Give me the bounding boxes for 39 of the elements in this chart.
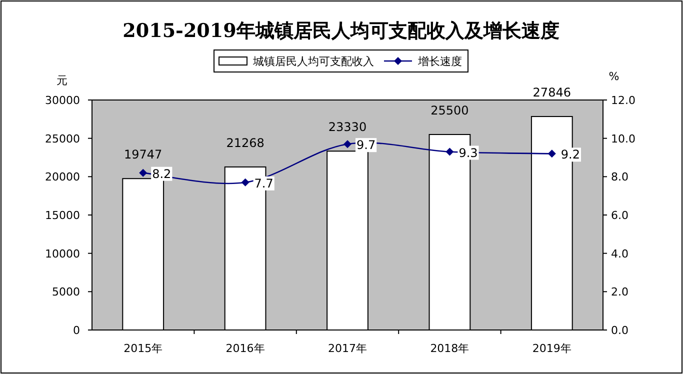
y2-tick-label: 0.0 [611,324,628,337]
y-tick-label: 15000 [45,209,80,222]
point [548,150,556,158]
x-tick-label: 2016年 [226,342,265,355]
point [344,140,352,148]
data-label: 19747 [124,148,162,162]
y-axis-title: 元 [56,74,68,87]
y2-tick-label: 10.0 [611,132,636,146]
y2-tick-label: 12.0 [611,94,636,107]
y2-tick-label: 4.0 [611,247,628,260]
y-tick-label: 0 [73,324,80,337]
point [446,148,454,156]
chart-title: 2015-2019年城镇居民人均可支配收入及增长速度 [122,20,560,42]
x-tick-label: 2017年 [328,342,367,355]
point [241,178,250,186]
legend-label: 城镇居民人均可支配收入 [252,55,374,68]
y-tick-label: 10000 [45,247,80,260]
data-label: 21268 [226,136,264,150]
data-label: 9.7 [356,138,376,152]
data-label: 7.7 [254,176,274,190]
data-label: 25500 [430,104,469,118]
data-label: 8.2 [152,166,172,181]
y-tick-label: 5000 [52,286,80,299]
x-tick-label: 2019年 [532,342,572,355]
point [139,168,148,177]
data-label: 9.2 [560,148,580,162]
y-tick-label: 20000 [45,170,80,184]
y2-axis-title: % [608,70,620,83]
x-tick-label: 2015年 [124,342,163,355]
y2-tick-label: 8.0 [611,170,628,184]
y2-tick-label: 2.0 [611,286,628,299]
data-label: 27846 [532,86,571,100]
y-tick-label: 30000 [45,94,80,107]
legend-label: 增长速度 [417,55,462,68]
data-label: 23330 [328,120,367,134]
y-tick-label: 25000 [45,132,80,146]
y2-tick-label: 6.0 [611,209,628,222]
data-label: 9.3 [458,146,478,160]
x-tick-label: 2018年 [430,342,470,355]
